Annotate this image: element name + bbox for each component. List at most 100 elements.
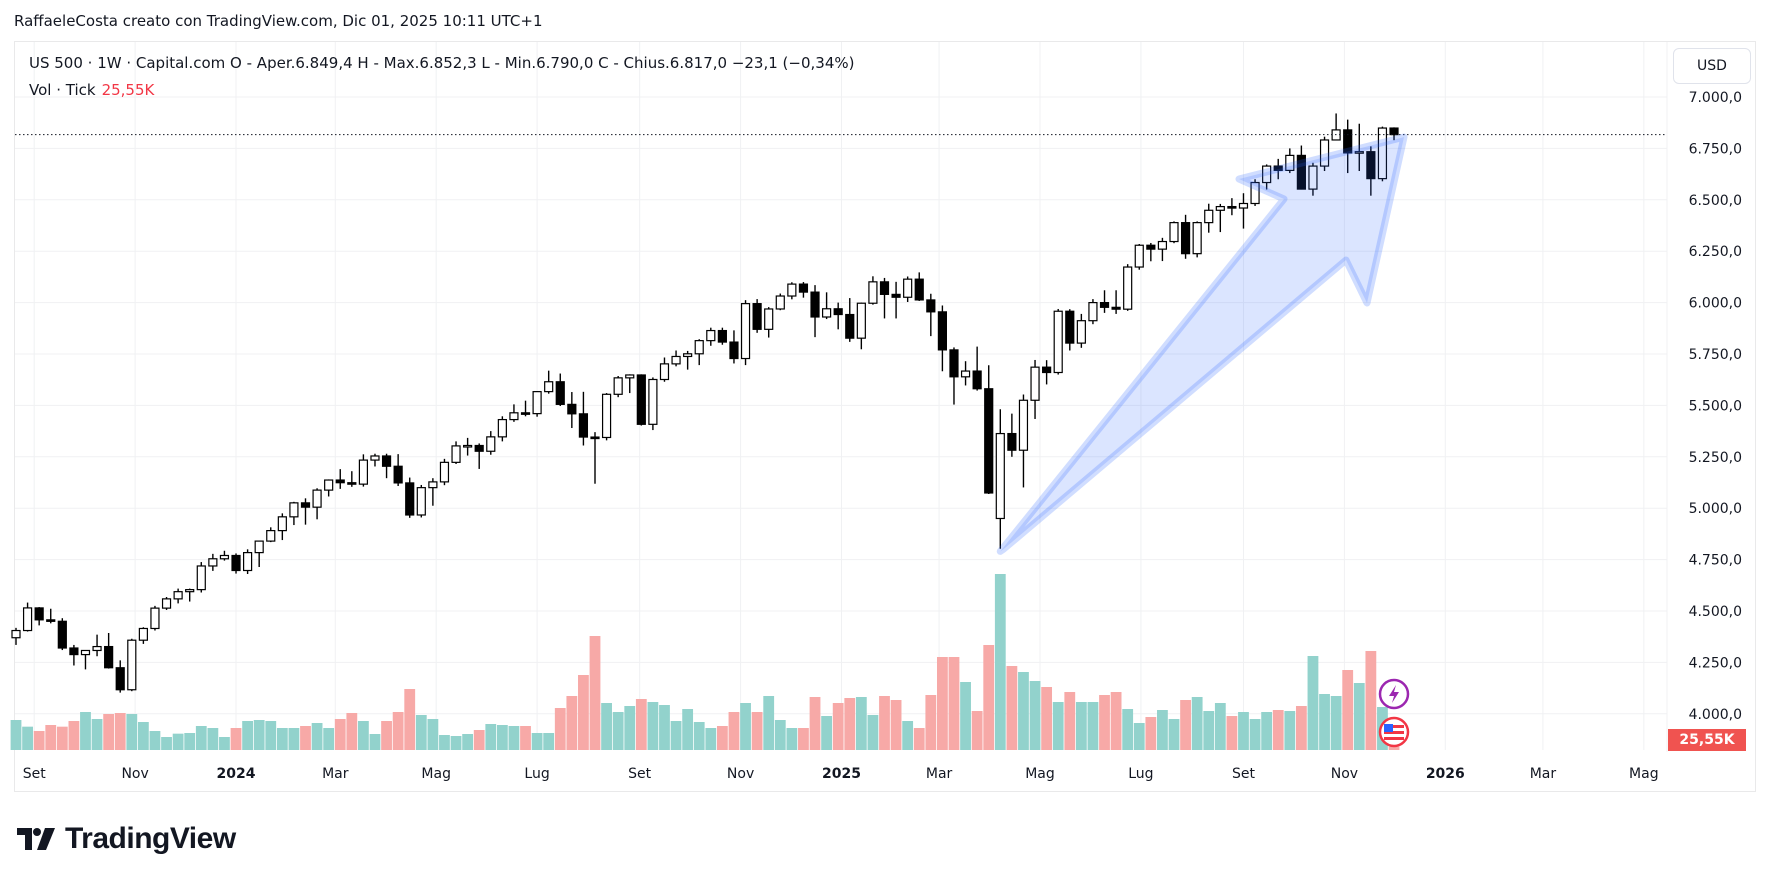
candle[interactable] <box>1007 432 1017 451</box>
candle[interactable] <box>625 374 635 379</box>
candle[interactable] <box>324 479 334 491</box>
candle[interactable] <box>879 281 890 295</box>
candle[interactable] <box>891 293 901 298</box>
candle[interactable] <box>104 645 114 669</box>
candle[interactable] <box>532 391 542 415</box>
candle[interactable] <box>1099 302 1110 308</box>
candle[interactable] <box>1146 244 1156 250</box>
candle[interactable] <box>1285 154 1295 171</box>
candle[interactable] <box>1134 244 1144 268</box>
candle[interactable] <box>497 418 507 438</box>
candle[interactable] <box>972 370 982 390</box>
candle[interactable] <box>706 329 716 342</box>
candle[interactable] <box>1180 222 1191 255</box>
candle[interactable] <box>833 308 843 316</box>
candle[interactable] <box>1111 306 1121 310</box>
candle[interactable] <box>740 303 751 360</box>
candle[interactable] <box>729 341 739 360</box>
candle[interactable] <box>578 413 589 438</box>
candle[interactable] <box>1076 320 1086 344</box>
candle[interactable] <box>775 295 785 310</box>
candle[interactable] <box>1273 165 1283 171</box>
candle[interactable] <box>845 313 855 339</box>
candle[interactable] <box>1053 310 1063 374</box>
candle[interactable] <box>428 481 438 489</box>
candle[interactable] <box>405 482 415 516</box>
candle[interactable] <box>358 459 368 485</box>
candle[interactable] <box>752 303 762 330</box>
candle[interactable] <box>903 278 913 298</box>
candle[interactable] <box>1343 129 1353 154</box>
candle[interactable] <box>254 540 264 554</box>
candle[interactable] <box>1366 151 1376 180</box>
candle[interactable] <box>613 377 623 395</box>
candle[interactable] <box>856 302 866 339</box>
candle[interactable] <box>289 502 299 518</box>
candle[interactable] <box>683 353 693 358</box>
candle[interactable] <box>509 412 519 421</box>
candle[interactable] <box>1042 366 1052 374</box>
candle[interactable] <box>69 647 79 656</box>
candle[interactable] <box>520 412 531 415</box>
candle[interactable] <box>1227 205 1237 209</box>
candle[interactable] <box>798 283 809 293</box>
candle[interactable] <box>717 329 727 343</box>
candle[interactable] <box>1018 399 1029 451</box>
candle[interactable] <box>46 619 56 622</box>
candle[interactable] <box>1296 154 1306 190</box>
candle[interactable] <box>914 278 924 301</box>
candle[interactable] <box>266 530 276 542</box>
candle[interactable] <box>1215 205 1225 211</box>
candle[interactable] <box>335 479 345 484</box>
candle[interactable] <box>416 487 426 516</box>
candle[interactable] <box>601 393 612 439</box>
candle[interactable] <box>451 445 461 463</box>
candle[interactable] <box>22 607 33 632</box>
candle[interactable] <box>196 565 206 591</box>
candle[interactable] <box>277 516 287 532</box>
tradingview-logo[interactable]: TradingView <box>17 822 236 856</box>
candle[interactable] <box>1238 202 1249 209</box>
currency-button[interactable]: USD <box>1673 48 1751 84</box>
candle[interactable] <box>161 598 172 609</box>
candle[interactable] <box>555 381 565 405</box>
candle[interactable] <box>810 291 820 318</box>
candle[interactable] <box>1065 310 1075 344</box>
candle[interactable] <box>486 436 496 452</box>
candle[interactable] <box>474 444 484 452</box>
candle[interactable] <box>92 645 102 652</box>
candle[interactable] <box>312 489 322 508</box>
candle[interactable] <box>671 355 681 365</box>
candle[interactable] <box>173 591 183 600</box>
candle[interactable] <box>960 370 971 378</box>
candle[interactable] <box>636 374 646 425</box>
candle[interactable] <box>787 283 797 297</box>
candle[interactable] <box>370 455 380 461</box>
candle[interactable] <box>949 349 959 378</box>
candle[interactable] <box>590 436 600 440</box>
candle[interactable] <box>1319 139 1330 167</box>
symbol-ohlc-legend[interactable]: US 500 · 1W · Capital.com O - Aper.6.849… <box>29 54 855 72</box>
candle[interactable] <box>1123 266 1133 310</box>
candle[interactable] <box>821 308 832 318</box>
candle[interactable] <box>1169 222 1179 243</box>
candle[interactable] <box>1192 222 1202 255</box>
candle[interactable] <box>926 299 936 313</box>
candle[interactable] <box>1389 127 1399 136</box>
lightning-event-icon[interactable] <box>1378 678 1410 710</box>
candle[interactable] <box>80 649 91 656</box>
candle[interactable] <box>694 340 704 355</box>
candle[interactable] <box>231 554 241 572</box>
candle[interactable] <box>127 639 137 691</box>
candle[interactable] <box>381 455 392 467</box>
candle[interactable] <box>1354 151 1364 154</box>
candle[interactable] <box>937 311 948 351</box>
us-flag-economic-event-icon[interactable] <box>1378 716 1410 748</box>
candle[interactable] <box>567 403 577 415</box>
candle[interactable] <box>243 552 253 572</box>
candle[interactable] <box>150 607 160 630</box>
candle[interactable] <box>34 607 44 621</box>
candle[interactable] <box>393 465 403 484</box>
candle[interactable] <box>185 589 195 593</box>
